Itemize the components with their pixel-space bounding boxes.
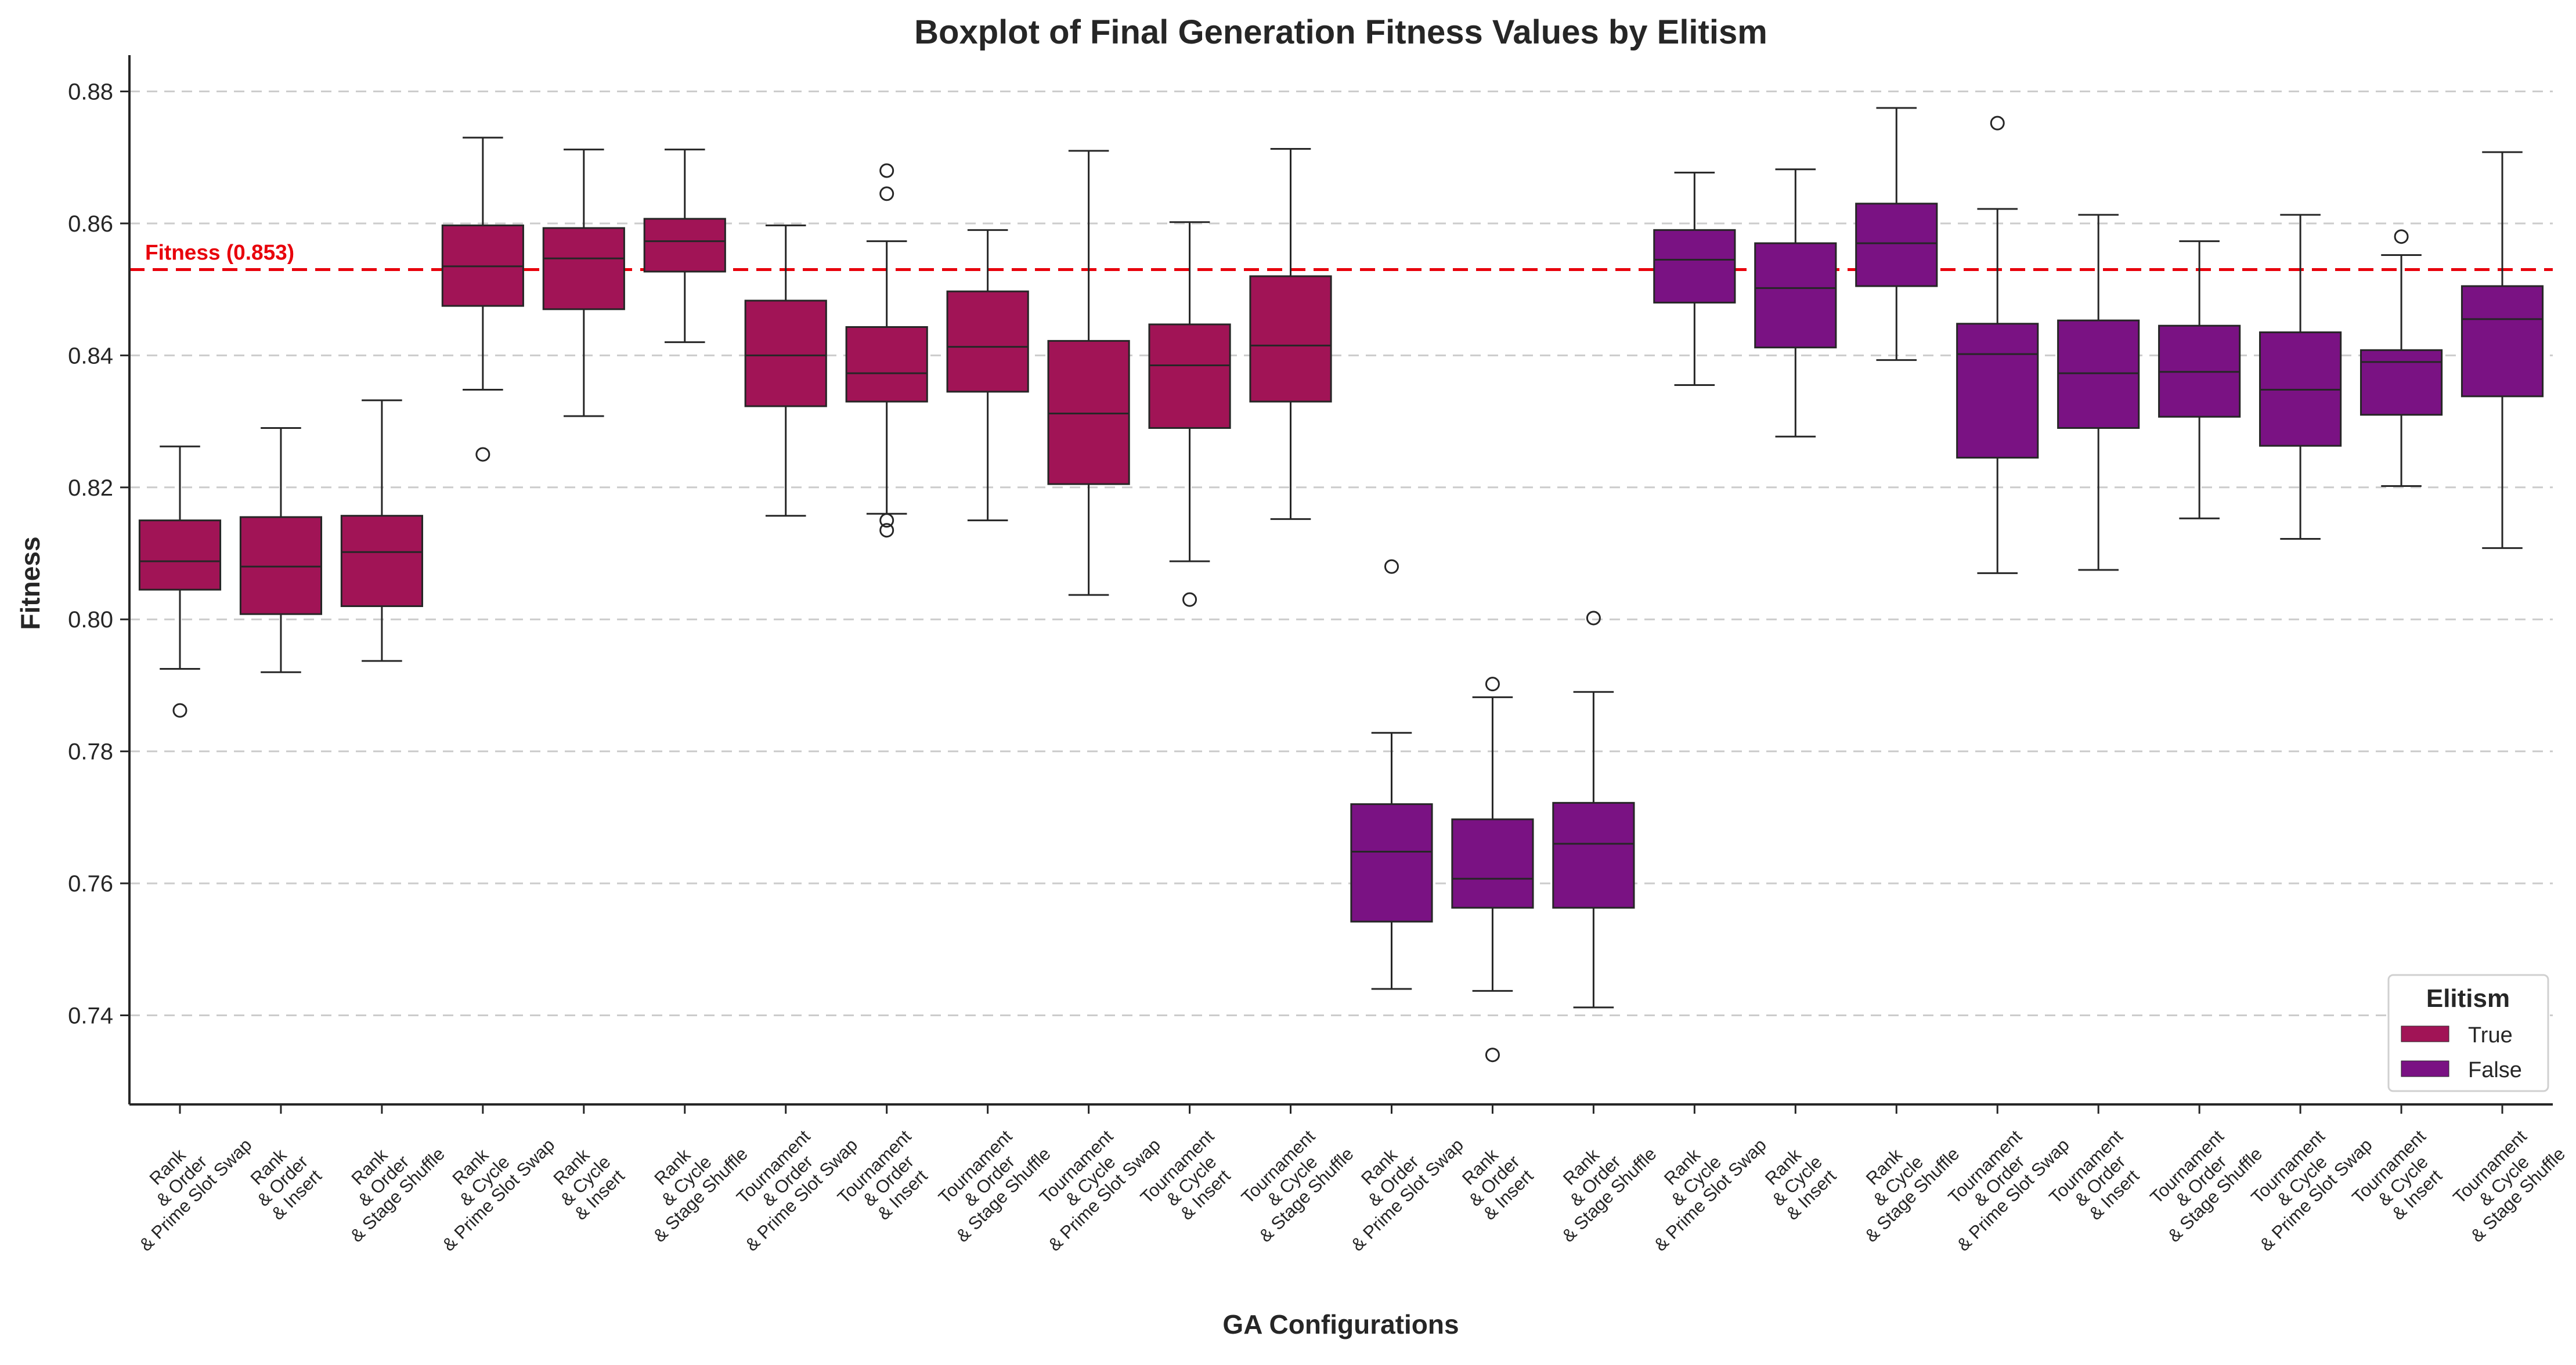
- box-body: [1047, 340, 1130, 485]
- box-body: [1956, 323, 2039, 459]
- outlier-point: [879, 163, 894, 178]
- box-body: [138, 519, 222, 591]
- outlier-point: [879, 523, 894, 538]
- reference-line-label: Fitness (0.853): [145, 241, 294, 265]
- box-group: [1552, 611, 1635, 1009]
- gridlines: [129, 91, 2553, 1016]
- y-tick-label: 0.84: [68, 343, 113, 369]
- box-group: [1249, 147, 1332, 520]
- box-group: [1047, 150, 1130, 596]
- outlier-point: [475, 447, 490, 462]
- y-tick-label: 0.82: [68, 475, 113, 501]
- box-group: [1148, 221, 1231, 607]
- box-body: [1552, 801, 1635, 909]
- chart-title: Boxplot of Final Generation Fitness Valu…: [914, 13, 1767, 51]
- y-ticks: 0.74 0.76 0.78 0.80 0.82 0.84 0.86 0.88: [68, 80, 129, 1028]
- y-tick-label: 0.80: [68, 607, 113, 633]
- legend-title: Elitism: [2426, 984, 2510, 1013]
- box-group: [1855, 107, 1938, 361]
- x-axis-label: GA Configurations: [1222, 1309, 1459, 1339]
- box-group: [1350, 559, 1433, 990]
- box-group: [1956, 115, 2039, 575]
- box-group: [744, 224, 827, 517]
- box-body: [239, 516, 323, 615]
- outlier-point: [172, 703, 187, 718]
- box-body: [542, 227, 625, 310]
- y-tick-label: 0.78: [68, 739, 113, 765]
- box-body: [2057, 319, 2140, 429]
- box-group: [2460, 151, 2544, 549]
- legend: Elitism True False: [2387, 974, 2549, 1092]
- box-body: [1653, 229, 1736, 304]
- box-body: [845, 326, 928, 403]
- outlier-point: [879, 186, 894, 201]
- outlier-point: [1485, 677, 1500, 692]
- boxes-group: [138, 107, 2544, 1063]
- box-group: [845, 163, 928, 538]
- legend-label-true: True: [2468, 1023, 2513, 1048]
- box-group: [2259, 214, 2342, 540]
- box-body: [744, 299, 827, 407]
- box-body: [2359, 349, 2443, 416]
- box-group: [1653, 171, 1736, 387]
- box-group: [138, 445, 222, 718]
- outlier-point: [1990, 115, 2005, 131]
- legend-swatch-false: [2401, 1060, 2449, 1077]
- box-group: [2057, 214, 2140, 571]
- box-group: [239, 427, 323, 673]
- legend-label-false: False: [2468, 1058, 2522, 1082]
- axes: [128, 55, 2553, 1106]
- box-group: [340, 399, 423, 662]
- box-group: [2359, 229, 2443, 488]
- box-group: [946, 229, 1029, 522]
- box-body: [340, 515, 423, 607]
- box-body: [1855, 203, 1938, 287]
- box-body: [1350, 803, 1433, 923]
- box-body: [643, 218, 726, 273]
- outlier-point: [2394, 229, 2409, 244]
- box-group: [1754, 168, 1837, 438]
- box-body: [1451, 818, 1534, 909]
- y-tick-label: 0.76: [68, 871, 113, 897]
- box-group: [441, 136, 524, 462]
- box-body: [1148, 323, 1231, 429]
- reference-line-group: Fitness (0.853): [129, 241, 2553, 272]
- box-group: [1451, 677, 1534, 1063]
- y-tick-label: 0.86: [68, 211, 113, 237]
- y-axis-label: Fitness: [15, 536, 45, 630]
- box-body: [1249, 275, 1332, 403]
- outlier-point: [1182, 592, 1197, 607]
- box-group: [2158, 240, 2241, 519]
- outlier-point: [1485, 1048, 1500, 1063]
- y-tick-label: 0.74: [68, 1003, 113, 1028]
- box-group: [643, 149, 726, 344]
- box-body: [1754, 242, 1837, 349]
- outlier-point: [879, 513, 894, 528]
- outlier-point: [1586, 611, 1601, 626]
- box-body: [946, 290, 1029, 393]
- box-group: [542, 149, 625, 417]
- outlier-point: [1384, 559, 1399, 574]
- y-tick-label: 0.88: [68, 80, 113, 105]
- legend-swatch-true: [2401, 1025, 2449, 1042]
- box-body: [2460, 285, 2544, 398]
